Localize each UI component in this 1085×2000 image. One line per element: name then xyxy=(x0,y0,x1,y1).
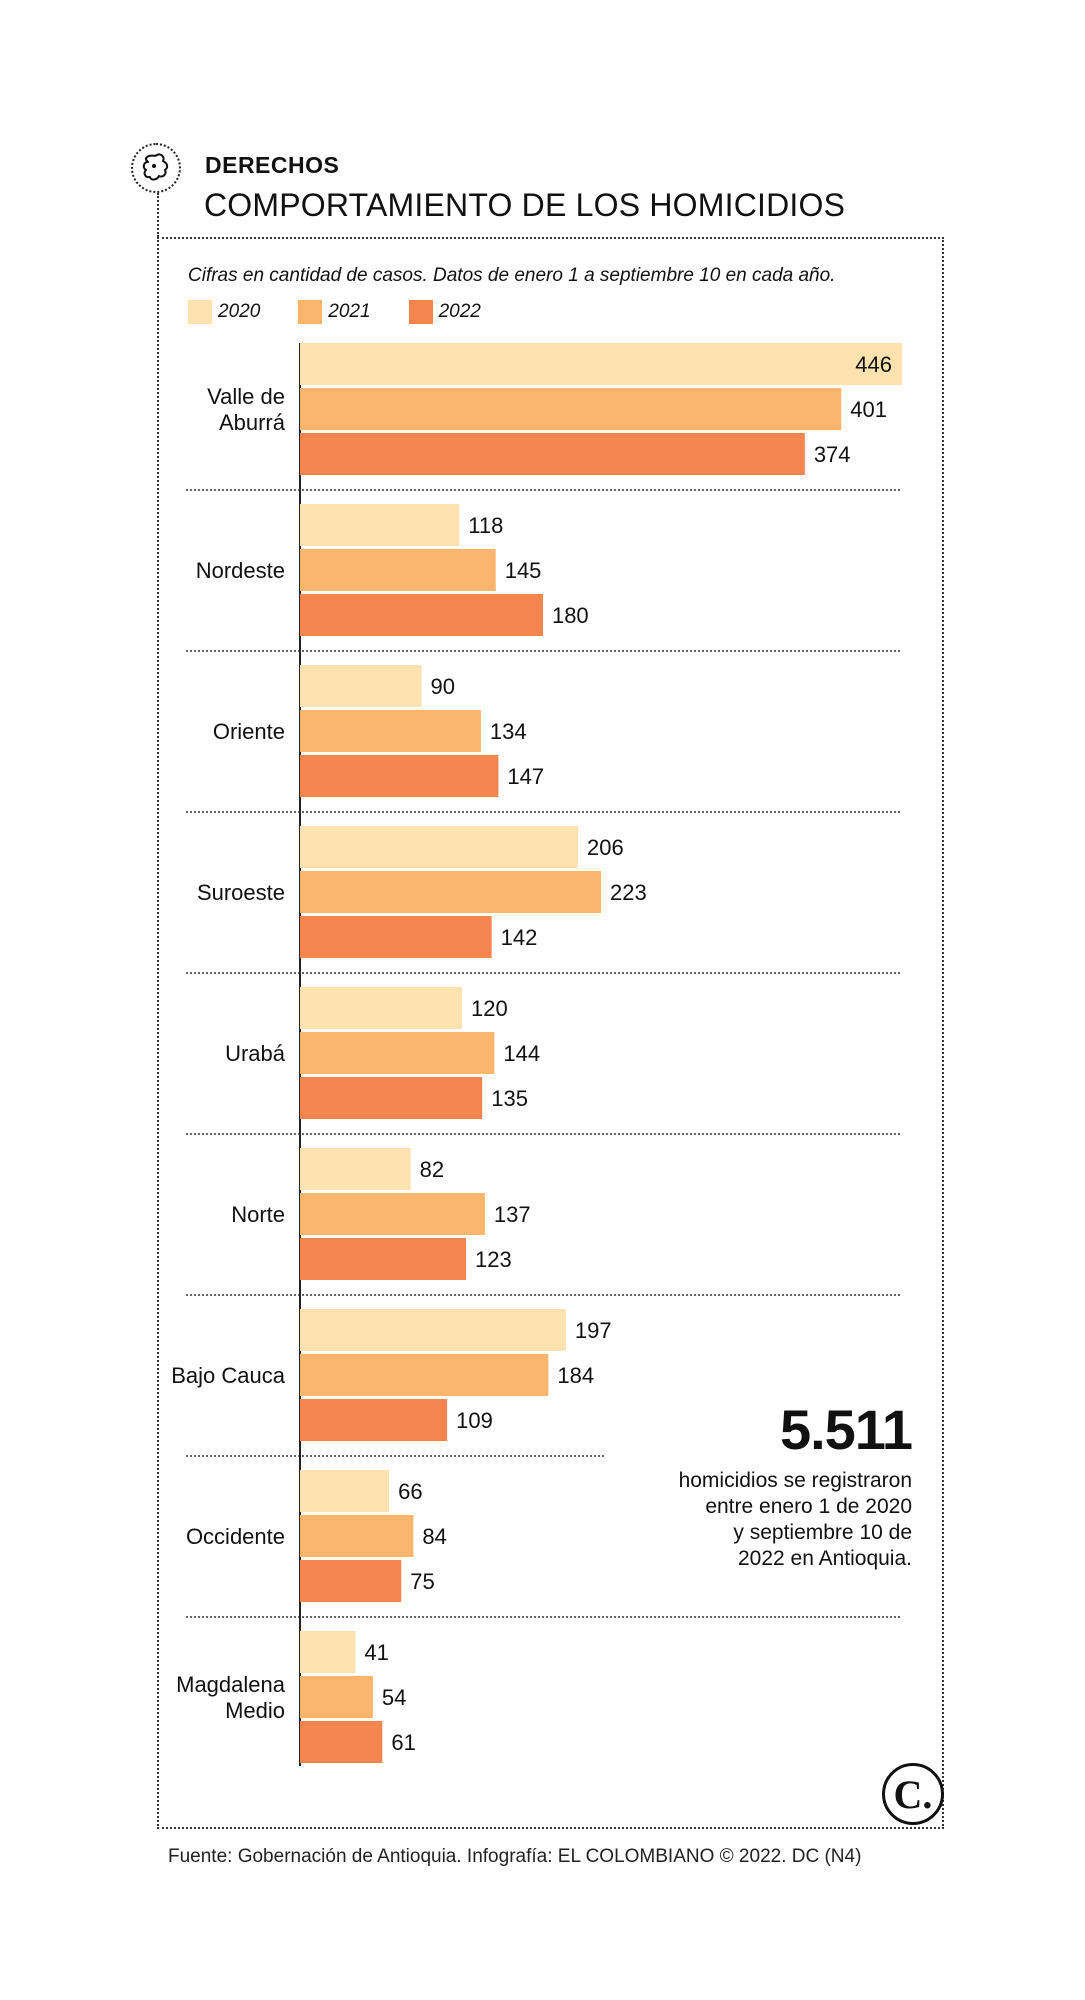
value-label: 54 xyxy=(382,1685,406,1710)
value-label: 180 xyxy=(552,603,589,628)
value-label: 145 xyxy=(505,558,542,583)
category-label: Occidente xyxy=(186,1524,285,1549)
value-label: 61 xyxy=(391,1730,415,1755)
value-label: 401 xyxy=(850,397,887,422)
legend-label-2020: 2020 xyxy=(218,301,261,322)
bar-2020 xyxy=(300,504,460,546)
category-label: Bajo Cauca xyxy=(171,1363,286,1388)
value-label: 223 xyxy=(610,880,647,905)
bar-2020 xyxy=(300,826,579,868)
chart-frame xyxy=(157,237,944,1829)
category-label: Urabá xyxy=(225,1041,286,1066)
value-label: 66 xyxy=(398,1479,422,1504)
value-label: 109 xyxy=(456,1408,493,1433)
bar-2021 xyxy=(300,1193,485,1235)
bar-2021 xyxy=(300,710,481,752)
value-label: 120 xyxy=(471,996,508,1021)
total-number: 5.511 xyxy=(779,1398,913,1461)
bar-2020 xyxy=(300,1148,411,1190)
bar-2022 xyxy=(300,433,805,475)
value-label: 184 xyxy=(557,1363,594,1388)
el-colombiano-logo: C. xyxy=(882,1763,944,1825)
value-label: 118 xyxy=(468,513,503,538)
category-label: Oriente xyxy=(213,719,285,744)
value-label: 206 xyxy=(587,835,624,860)
bar-2021 xyxy=(300,871,601,913)
value-label: 446 xyxy=(855,352,892,377)
legend-label-2022: 2022 xyxy=(438,301,481,322)
bar-2022 xyxy=(300,594,543,636)
bar-2021 xyxy=(300,549,496,591)
bar-2021 xyxy=(300,388,842,430)
value-label: 142 xyxy=(501,925,538,950)
legend-swatch-2022 xyxy=(408,300,433,324)
category-label: Magdalena Medio xyxy=(176,1672,286,1723)
bar-2021 xyxy=(300,1354,549,1396)
value-label: 123 xyxy=(475,1247,512,1272)
antioquia-map-icon xyxy=(131,143,181,193)
total-text-line: entre enero 1 de 2020 xyxy=(705,1495,912,1518)
total-text-line: 2022 en Antioquia. xyxy=(738,1547,912,1570)
legend-item-2021: 2021 xyxy=(298,300,371,324)
value-label: 134 xyxy=(490,719,527,744)
bar-2020 xyxy=(300,343,902,385)
value-label: 84 xyxy=(422,1524,446,1549)
total-callout: 5.511 homicidios se registraron entre en… xyxy=(600,1398,913,1572)
legend-item-2020: 2020 xyxy=(188,300,260,324)
page-title: COMPORTAMIENTO DE LOS HOMICIDIOS xyxy=(204,187,846,223)
source-footer: Fuente: Gobernación de Antioquia. Infogr… xyxy=(168,1846,862,1867)
bar-2020 xyxy=(300,1631,356,1673)
bar-2020 xyxy=(300,1470,390,1512)
value-label: 90 xyxy=(430,674,454,699)
section-label: DERECHOS xyxy=(205,152,340,178)
value-label: 147 xyxy=(507,764,544,789)
total-text-line: y septiembre 10 de xyxy=(733,1521,912,1544)
bar-2022 xyxy=(300,1238,467,1280)
legend-item-2022: 2022 xyxy=(408,300,481,324)
bar-2021 xyxy=(300,1515,414,1557)
value-label: 137 xyxy=(494,1202,531,1227)
legend-swatch-2021 xyxy=(298,300,323,324)
legend-swatch-2020 xyxy=(188,300,212,324)
bar-2020 xyxy=(300,987,462,1029)
value-label: 75 xyxy=(410,1569,434,1594)
category-label: Nordeste xyxy=(196,558,285,583)
value-label: 82 xyxy=(420,1157,444,1182)
total-description: homicidios se registraron entre enero 1 … xyxy=(600,1468,912,1572)
chart-subtitle: Cifras en cantidad de casos. Datos de en… xyxy=(188,265,836,286)
bar-2020 xyxy=(300,665,422,707)
category-label: Norte xyxy=(231,1202,285,1227)
category-label: Valle de Aburrá xyxy=(207,384,286,435)
bar-2020 xyxy=(300,1309,566,1351)
value-label: 41 xyxy=(364,1640,388,1665)
bar-2021 xyxy=(300,1032,495,1074)
category-label: Suroeste xyxy=(197,880,285,905)
legend-label-2021: 2021 xyxy=(328,301,371,322)
bar-2022 xyxy=(300,916,492,958)
legend: 2020 2021 2022 xyxy=(188,300,519,324)
bar-2021 xyxy=(300,1676,373,1718)
bar-2022 xyxy=(300,1077,483,1119)
frame-connector xyxy=(157,193,159,237)
bar-2022 xyxy=(300,1560,402,1602)
bar-2022 xyxy=(300,1399,448,1441)
bar-2022 xyxy=(300,755,499,797)
value-label: 197 xyxy=(575,1318,612,1343)
bar-2022 xyxy=(300,1721,383,1763)
value-label: 144 xyxy=(503,1041,540,1066)
total-text-line: homicidios se registraron xyxy=(678,1469,912,1492)
value-label: 374 xyxy=(814,442,851,467)
value-label: 135 xyxy=(491,1086,528,1111)
